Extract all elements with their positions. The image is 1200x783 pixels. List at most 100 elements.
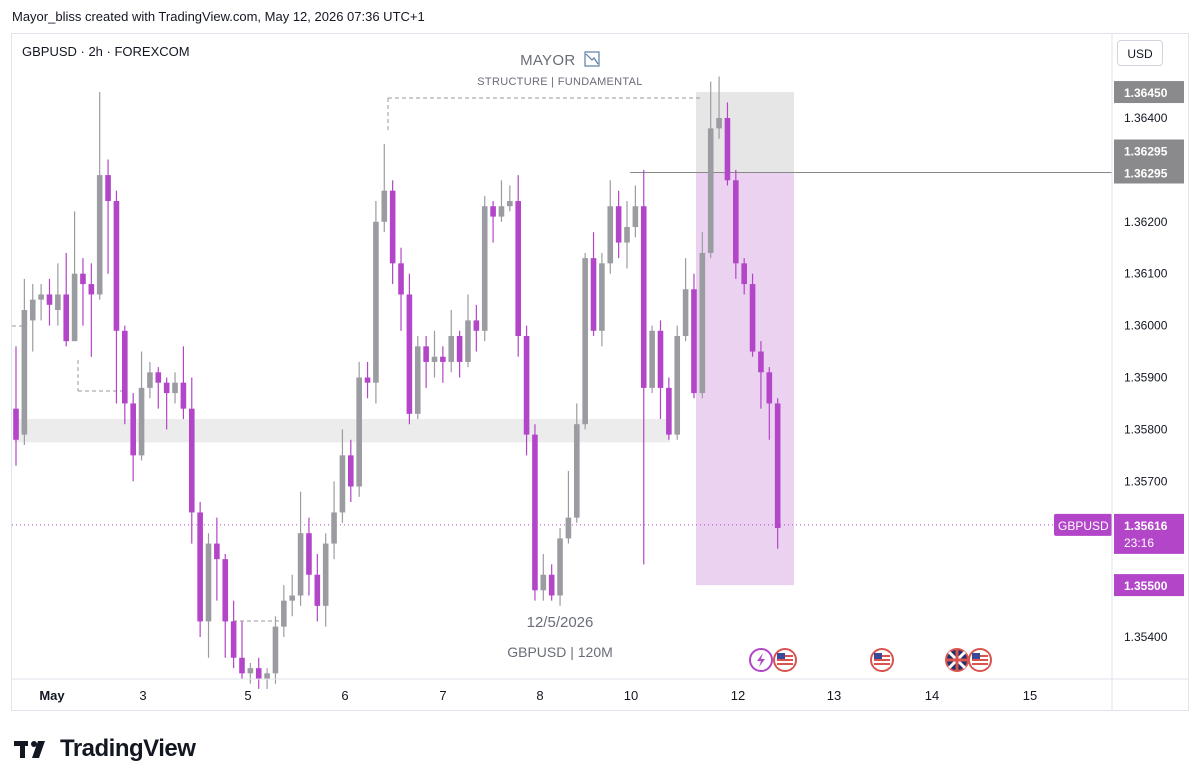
candle-body[interactable] (63, 294, 70, 342)
candle-body[interactable] (188, 408, 195, 513)
us-flag-icon[interactable] (870, 648, 894, 672)
price-label-box[interactable] (1114, 161, 1184, 184)
candle-body[interactable] (105, 175, 111, 202)
candle-body[interactable] (774, 403, 781, 529)
candle-body[interactable] (348, 455, 354, 487)
candle-body[interactable] (707, 128, 714, 253)
lightning-icon[interactable] (749, 648, 773, 672)
candle-body[interactable] (590, 258, 597, 331)
candle-body[interactable] (573, 424, 580, 518)
candle-body[interactable] (766, 372, 773, 404)
candle-body[interactable] (88, 284, 95, 295)
candle-body[interactable] (657, 330, 664, 388)
chart-frame[interactable] (11, 33, 1189, 711)
candle-body[interactable] (599, 263, 605, 331)
candle-body[interactable] (381, 190, 388, 222)
candle-body[interactable] (214, 543, 220, 560)
candle-body[interactable] (373, 221, 379, 383)
currency-button[interactable]: USD (1117, 40, 1163, 66)
candle-body[interactable] (230, 621, 237, 658)
candle-body[interactable] (289, 595, 296, 601)
candle-body[interactable] (532, 434, 538, 591)
candle-body[interactable] (716, 118, 722, 129)
candle-body[interactable] (758, 351, 764, 373)
candle-body[interactable] (155, 372, 162, 383)
candle-body[interactable] (163, 382, 170, 394)
candle-body[interactable] (431, 356, 438, 362)
candle-body[interactable] (632, 206, 639, 227)
candle-body[interactable] (565, 517, 572, 539)
candle-body[interactable] (423, 346, 429, 362)
us-flag-icon[interactable] (968, 648, 992, 672)
candle-body[interactable] (440, 356, 446, 362)
candle-body[interactable] (691, 289, 697, 394)
candle-body[interactable] (80, 273, 86, 285)
candle-body[interactable] (615, 206, 622, 243)
candle-body[interactable] (356, 377, 362, 487)
candle-body[interactable] (205, 543, 212, 622)
candle-body[interactable] (322, 543, 329, 606)
candle-body[interactable] (624, 226, 630, 243)
candle-body[interactable] (138, 387, 145, 456)
candle-body[interactable] (122, 330, 128, 404)
candle-body[interactable] (749, 284, 756, 352)
candle-body[interactable] (264, 673, 270, 679)
candle-body[interactable] (239, 657, 245, 674)
candle-body[interactable] (306, 533, 312, 575)
candle-body[interactable] (699, 252, 706, 394)
candle-body[interactable] (147, 372, 153, 388)
price-label-box[interactable] (1114, 574, 1184, 597)
candle-body[interactable] (389, 190, 396, 264)
candle-body[interactable] (113, 201, 120, 331)
us-flag-icon[interactable] (773, 648, 797, 672)
candle-body[interactable] (46, 294, 53, 305)
price-label-box[interactable] (1114, 81, 1184, 104)
candle-body[interactable] (197, 512, 203, 622)
candle-body[interactable] (297, 533, 304, 596)
candle-body[interactable] (640, 206, 647, 388)
candle-body[interactable] (406, 294, 413, 414)
candle-body[interactable] (523, 335, 530, 435)
candle-body[interactable] (414, 346, 421, 414)
candle-body[interactable] (71, 273, 78, 342)
candle-body[interactable] (172, 382, 178, 394)
candle-body[interactable] (255, 668, 262, 679)
candle-body[interactable] (733, 180, 739, 264)
candle-body[interactable] (540, 574, 547, 591)
current-symbol-tag[interactable] (1054, 513, 1112, 536)
candle-body[interactable] (222, 559, 229, 622)
candle-body[interactable] (21, 310, 28, 435)
candle-body[interactable] (548, 574, 555, 596)
candle-body[interactable] (515, 201, 521, 336)
price-label-box[interactable] (1114, 139, 1184, 162)
candle-body[interactable] (55, 294, 61, 311)
candle-body[interactable] (364, 377, 371, 383)
candle-body[interactable] (339, 455, 346, 513)
candle-body[interactable] (398, 263, 404, 295)
candle-body[interactable] (473, 320, 480, 331)
candle-body[interactable] (13, 408, 19, 440)
candle-body[interactable] (507, 201, 513, 207)
candle-body[interactable] (96, 175, 103, 295)
candle-body[interactable] (666, 387, 672, 435)
candle-body[interactable] (481, 206, 488, 331)
candle-body[interactable] (607, 206, 614, 264)
candle-body[interactable] (180, 382, 187, 409)
candle-body[interactable] (38, 294, 44, 300)
candle-body[interactable] (247, 668, 254, 674)
uk-flag-icon[interactable] (945, 648, 969, 672)
candle-body[interactable] (741, 263, 747, 285)
candle-body[interactable] (465, 320, 471, 362)
candle-body[interactable] (130, 403, 136, 456)
candle-body[interactable] (272, 626, 279, 674)
candle-body[interactable] (331, 512, 337, 544)
candle-body[interactable] (498, 206, 505, 217)
candle-body[interactable] (582, 258, 588, 425)
candle-body[interactable] (314, 574, 321, 606)
current-price-box[interactable] (1114, 513, 1184, 554)
candle-body[interactable] (557, 538, 563, 596)
candle-body[interactable] (29, 299, 36, 321)
candle-body[interactable] (674, 335, 681, 435)
candle-body[interactable] (448, 335, 455, 362)
